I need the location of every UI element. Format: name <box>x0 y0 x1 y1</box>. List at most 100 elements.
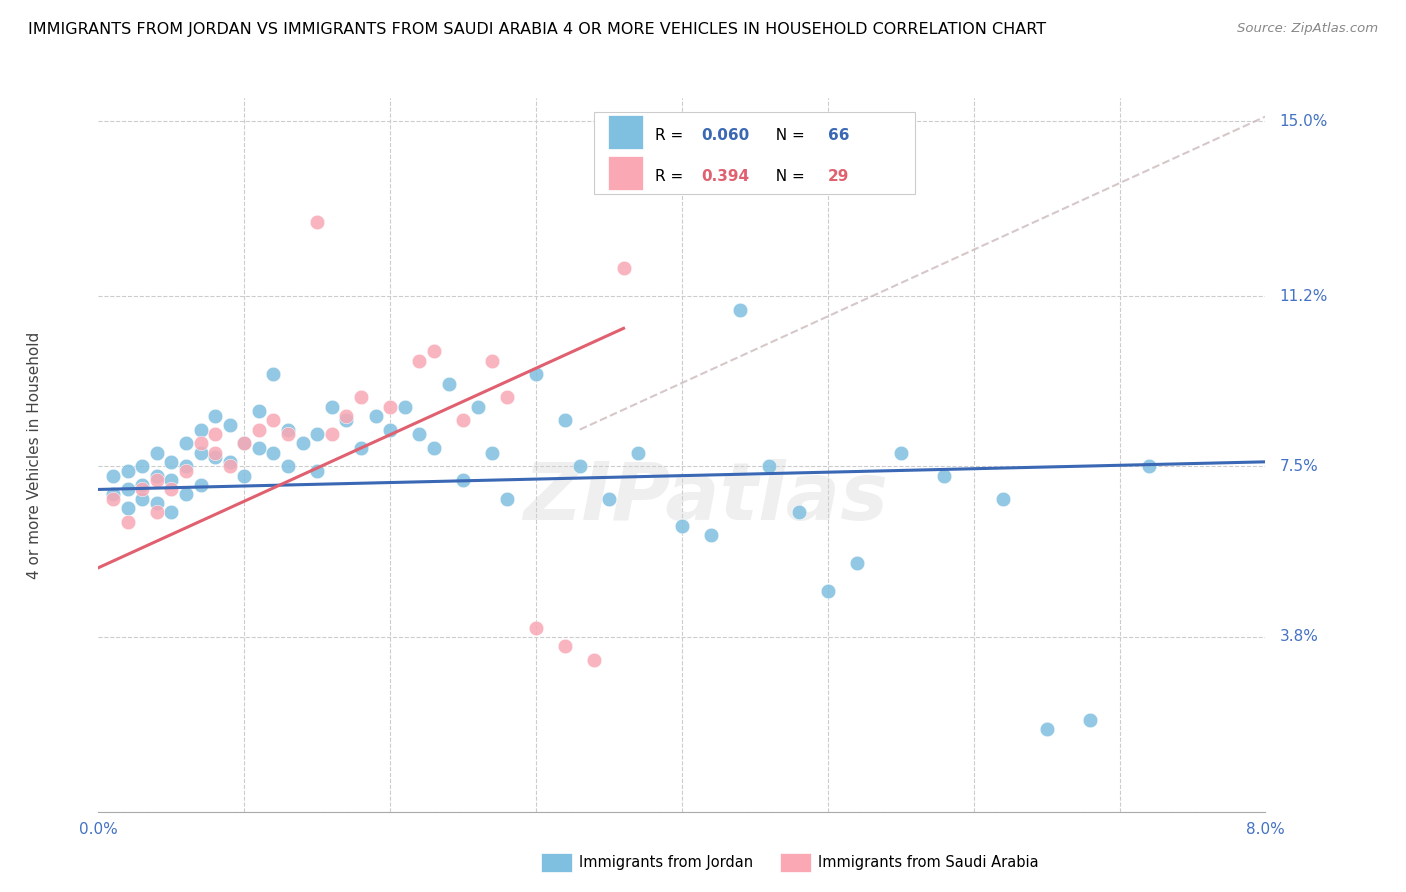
Text: 4 or more Vehicles in Household: 4 or more Vehicles in Household <box>27 331 42 579</box>
Point <box>554 413 576 427</box>
Point <box>467 400 489 414</box>
Point <box>307 427 329 442</box>
Point <box>247 404 270 418</box>
Point <box>1035 722 1057 736</box>
Point <box>350 441 373 455</box>
Point <box>190 436 212 450</box>
Text: IMMIGRANTS FROM JORDAN VS IMMIGRANTS FROM SAUDI ARABIA 4 OR MORE VEHICLES IN HOU: IMMIGRANTS FROM JORDAN VS IMMIGRANTS FRO… <box>28 22 1046 37</box>
Point <box>335 413 357 427</box>
Text: 3.8%: 3.8% <box>1279 629 1319 644</box>
Point <box>451 413 474 427</box>
Point <box>160 473 183 487</box>
Point <box>394 400 416 414</box>
Text: 15.0%: 15.0% <box>1279 113 1327 128</box>
Point <box>174 436 197 450</box>
Point <box>1080 713 1102 727</box>
Point <box>481 353 503 368</box>
Point <box>262 413 284 427</box>
Point <box>307 215 329 229</box>
Point <box>568 459 591 474</box>
Point <box>321 400 343 414</box>
Point <box>378 423 402 437</box>
Point <box>554 639 576 653</box>
Point <box>204 409 226 423</box>
Text: Immigrants from Saudi Arabia: Immigrants from Saudi Arabia <box>818 855 1039 870</box>
Point <box>277 423 299 437</box>
Text: R =: R = <box>655 128 688 143</box>
Point <box>190 445 212 459</box>
Point <box>218 417 240 432</box>
Text: N =: N = <box>766 128 810 143</box>
Point <box>451 473 474 487</box>
Text: 11.2%: 11.2% <box>1279 289 1327 303</box>
Bar <box>609 115 644 149</box>
Point <box>364 409 387 423</box>
Point <box>233 468 256 483</box>
Point <box>247 423 270 437</box>
Point <box>218 455 240 469</box>
Point <box>174 459 197 474</box>
Point <box>131 478 153 492</box>
Text: 0.394: 0.394 <box>702 169 749 184</box>
Point <box>307 464 329 478</box>
Point <box>496 390 519 404</box>
Point <box>204 427 226 442</box>
Text: 0.0%: 0.0% <box>79 822 118 838</box>
Point <box>218 459 240 474</box>
Point <box>671 519 693 533</box>
Text: N =: N = <box>766 169 810 184</box>
Point <box>160 483 183 497</box>
Bar <box>609 156 644 190</box>
Point <box>262 445 284 459</box>
Point <box>146 506 169 520</box>
Bar <box>780 853 811 872</box>
Point <box>408 427 430 442</box>
Text: 29: 29 <box>828 169 849 184</box>
Point <box>787 506 810 520</box>
Point <box>321 427 343 442</box>
Point <box>174 464 197 478</box>
Point <box>277 459 299 474</box>
Point <box>845 556 868 570</box>
Point <box>817 583 839 598</box>
Point <box>233 436 256 450</box>
Text: 8.0%: 8.0% <box>1246 822 1285 838</box>
Point <box>262 368 284 382</box>
Point <box>160 506 183 520</box>
Point <box>423 344 446 359</box>
Point <box>700 528 723 542</box>
Point <box>117 464 139 478</box>
Point <box>728 302 751 317</box>
Point <box>758 459 780 474</box>
Bar <box>541 853 572 872</box>
Point <box>890 445 912 459</box>
Point <box>101 468 124 483</box>
Point <box>190 423 212 437</box>
Point <box>204 450 226 465</box>
Text: ZIPatlas: ZIPatlas <box>523 458 887 537</box>
Point <box>524 368 547 382</box>
Point <box>204 445 226 459</box>
Point <box>612 261 634 276</box>
Point <box>627 445 650 459</box>
Point <box>131 459 153 474</box>
Point <box>423 441 446 455</box>
Point <box>247 441 270 455</box>
Text: 66: 66 <box>828 128 849 143</box>
FancyBboxPatch shape <box>595 112 915 194</box>
Point <box>117 483 139 497</box>
Point <box>408 353 430 368</box>
Text: R =: R = <box>655 169 688 184</box>
Point <box>437 376 460 391</box>
Point <box>481 445 503 459</box>
Point <box>131 483 153 497</box>
Point <box>233 436 256 450</box>
Text: 7.5%: 7.5% <box>1279 458 1319 474</box>
Point <box>174 487 197 501</box>
Point <box>190 478 212 492</box>
Point <box>378 400 402 414</box>
Text: 0.060: 0.060 <box>702 128 749 143</box>
Point <box>598 491 620 506</box>
Point <box>160 455 183 469</box>
Point <box>350 390 373 404</box>
